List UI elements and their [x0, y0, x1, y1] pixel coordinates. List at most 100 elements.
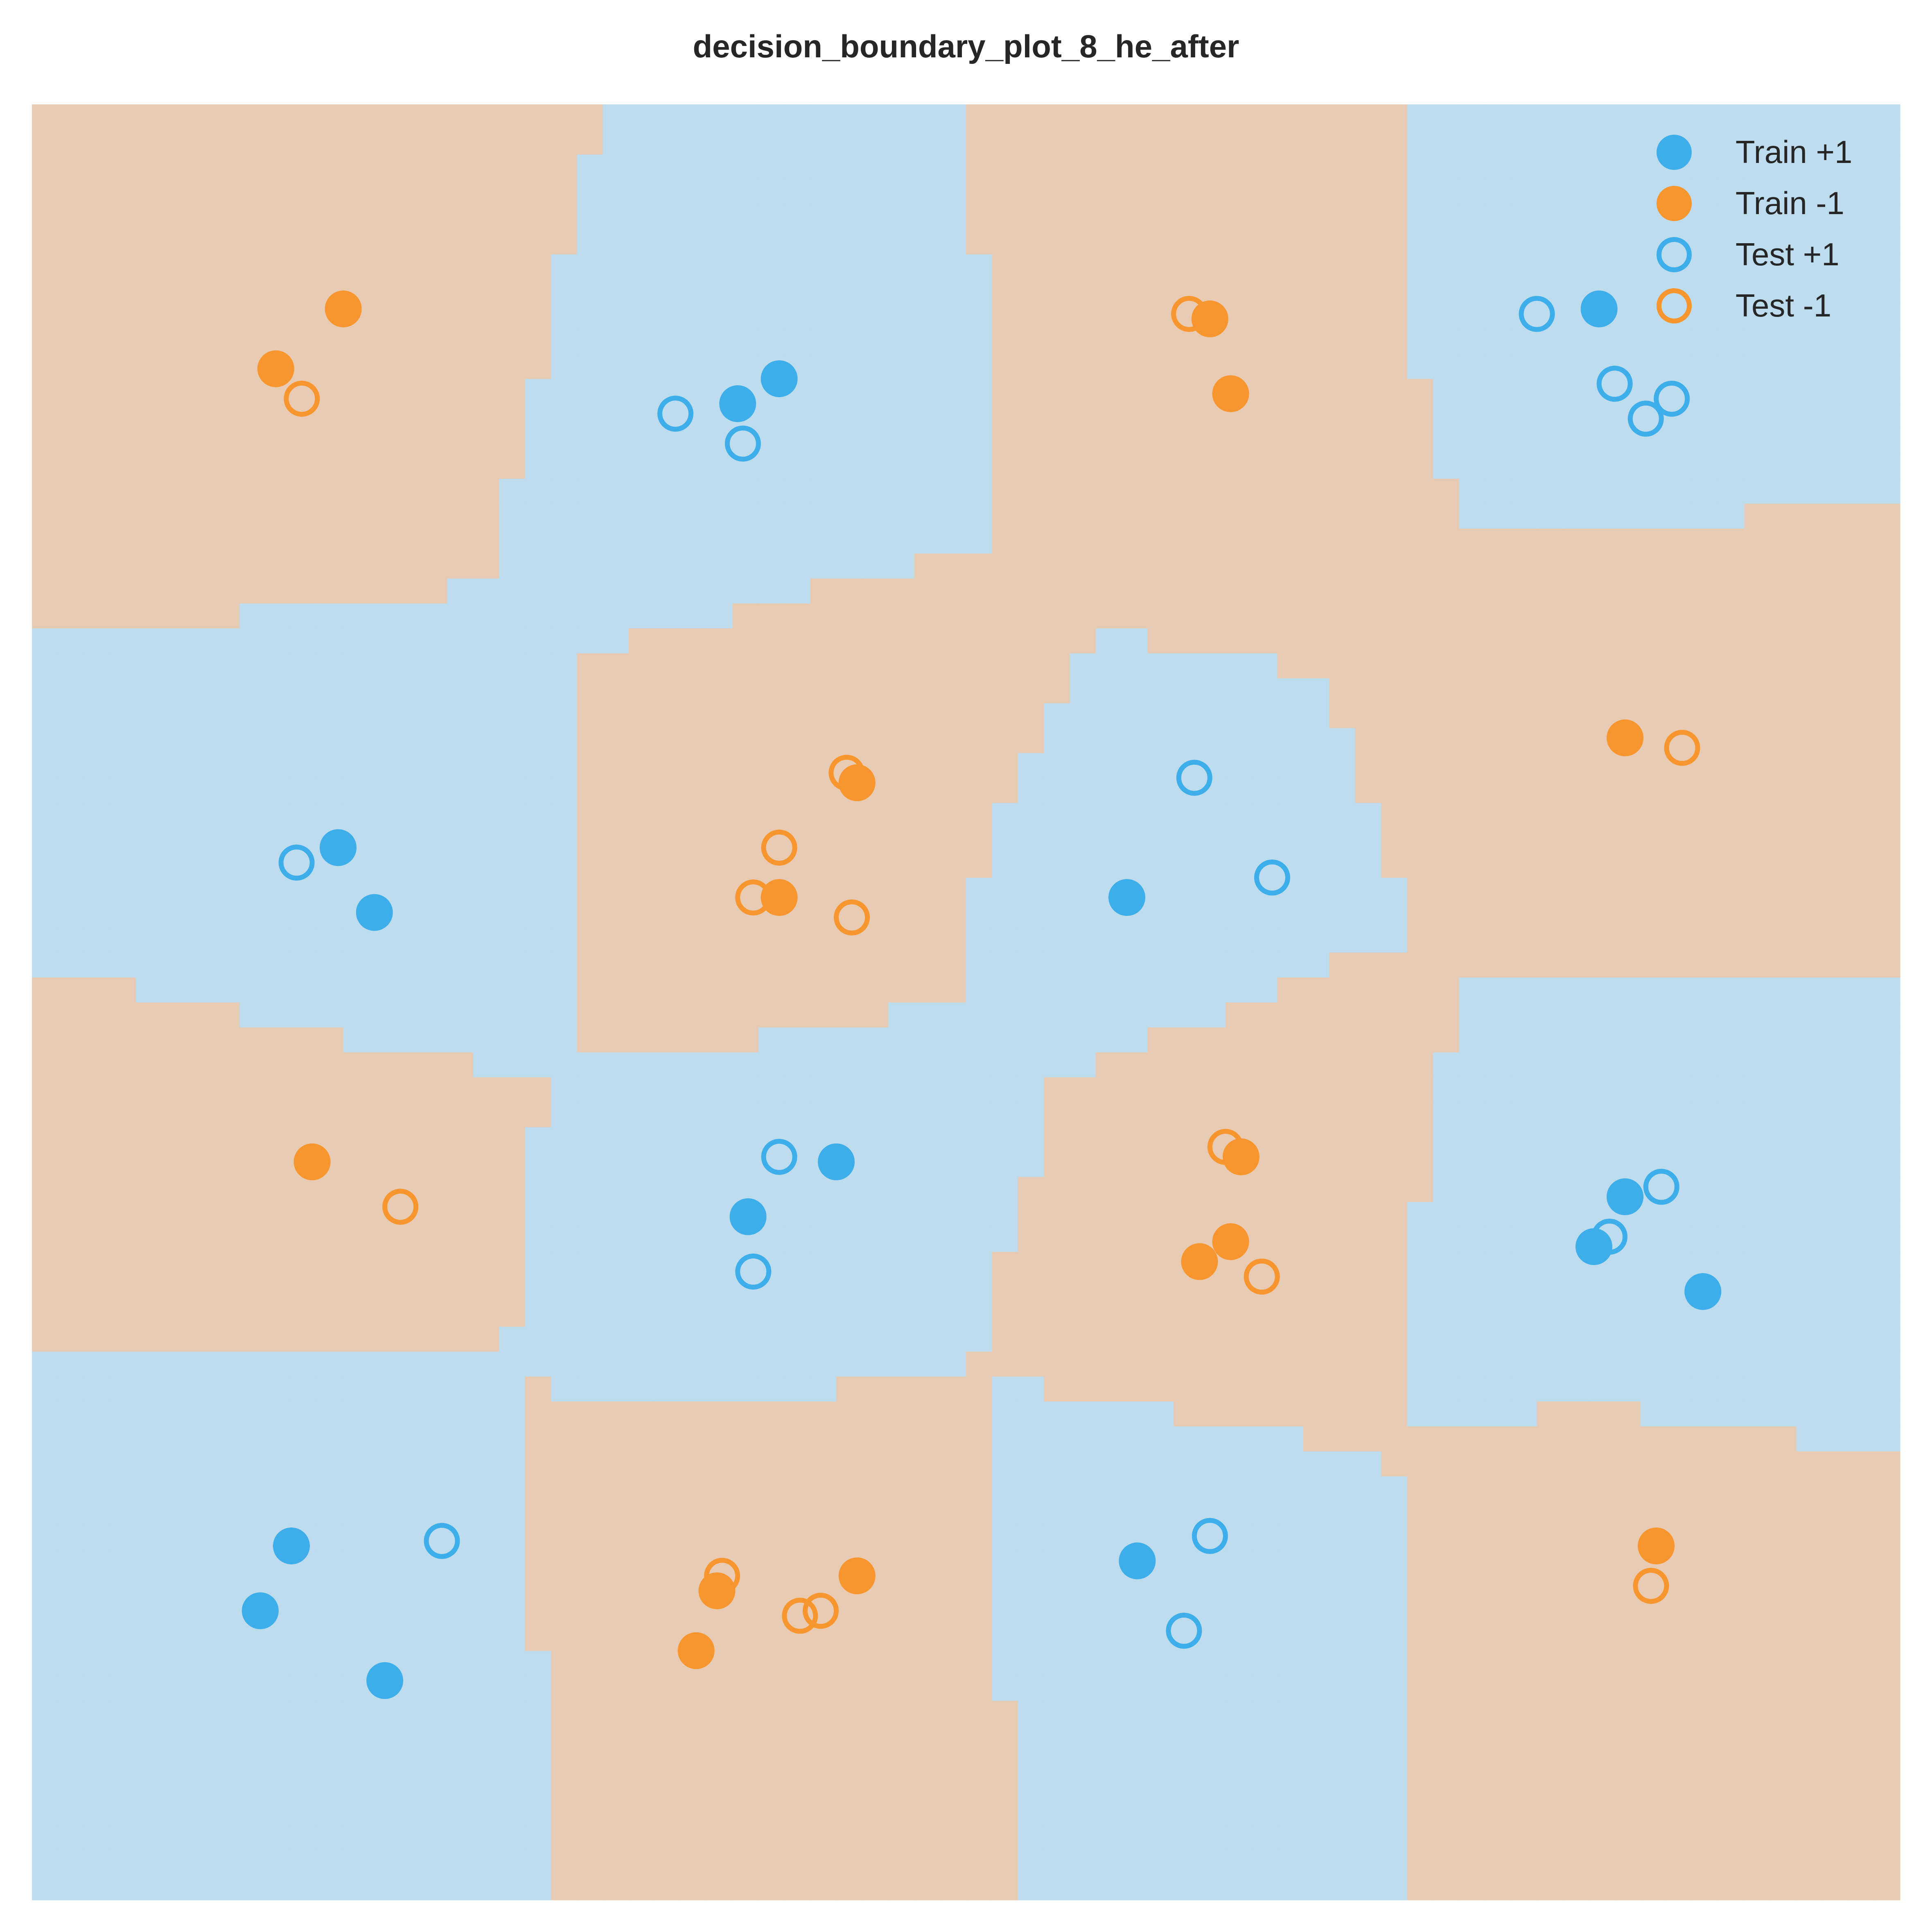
- region-cell: [1641, 329, 1667, 354]
- region-cell: [32, 1127, 58, 1152]
- region-cell: [1744, 603, 1771, 628]
- region-cell: [473, 379, 499, 404]
- region-cell: [1018, 1850, 1044, 1876]
- region-cell: [265, 478, 292, 504]
- region-cell: [810, 1750, 837, 1776]
- region-cell: [992, 1102, 1018, 1128]
- region-cell: [1770, 329, 1797, 354]
- region-cell: [473, 1750, 499, 1776]
- region-cell: [1641, 379, 1667, 404]
- region-cell: [1381, 1027, 1408, 1053]
- region-cell: [1718, 952, 1745, 978]
- region-cell: [1485, 752, 1511, 778]
- region-cell: [992, 1601, 1018, 1626]
- region-cell: [1251, 1875, 1278, 1900]
- region-cell: [84, 1875, 110, 1900]
- region-cell: [1666, 453, 1693, 479]
- region-cell: [1095, 977, 1122, 1003]
- region-cell: [1044, 578, 1070, 603]
- region-cell: [1485, 528, 1511, 554]
- region-cell: [1070, 977, 1096, 1003]
- region-cell: [213, 104, 240, 130]
- region-cell: [135, 354, 162, 379]
- region-cell: [603, 1227, 629, 1252]
- region-cell: [213, 777, 240, 803]
- region-cell: [862, 229, 889, 255]
- region-cell: [758, 528, 785, 554]
- region-cell: [1044, 254, 1070, 280]
- region-cell: [499, 1351, 525, 1377]
- region-cell: [84, 1027, 110, 1053]
- region-cell: [239, 1302, 266, 1327]
- region-cell: [1174, 204, 1200, 230]
- region-cell: [1044, 1326, 1070, 1352]
- region-cell: [317, 728, 344, 753]
- region-cell: [291, 902, 318, 928]
- region-cell: [1381, 1601, 1408, 1626]
- region-cell: [1251, 453, 1278, 479]
- region-cell: [265, 428, 292, 454]
- region-cell: [187, 1700, 214, 1726]
- region-cell: [888, 653, 914, 678]
- region-cell: [1562, 1725, 1589, 1751]
- region-cell: [1095, 1202, 1122, 1227]
- region-cell: [84, 379, 110, 404]
- region-cell: [110, 1825, 136, 1851]
- region-cell: [836, 478, 863, 504]
- region-cell: [473, 1576, 499, 1601]
- region-cell: [473, 1052, 499, 1078]
- region-cell: [836, 1326, 863, 1352]
- region-cell: [1147, 1451, 1174, 1477]
- region-cell: [369, 1825, 396, 1851]
- region-cell: [1122, 653, 1148, 678]
- region-cell: [369, 1551, 396, 1576]
- region-cell: [447, 1875, 474, 1900]
- region-cell: [161, 653, 188, 678]
- region-cell: [1095, 703, 1122, 728]
- region-cell: [1303, 1052, 1330, 1078]
- region-cell: [447, 1177, 474, 1202]
- region-cell: [1018, 877, 1044, 903]
- region-cell: [655, 154, 681, 180]
- region-cell: [1537, 1426, 1563, 1452]
- region-cell: [1122, 1152, 1148, 1177]
- region-cell: [966, 603, 992, 628]
- region-cell: [32, 902, 58, 928]
- region-cell: [239, 1401, 266, 1427]
- region-cell: [680, 1077, 707, 1103]
- region-cell: [1147, 104, 1174, 130]
- region-cell: [836, 129, 863, 155]
- region-cell: [1381, 678, 1408, 703]
- region-cell: [784, 628, 811, 653]
- region-cell: [628, 1875, 655, 1900]
- region-cell: [1641, 528, 1667, 554]
- region-cell: [1329, 927, 1356, 953]
- region-cell: [447, 1277, 474, 1302]
- region-cell: [1433, 1326, 1459, 1352]
- region-cell: [1329, 1750, 1356, 1776]
- region-cell: [758, 1426, 785, 1452]
- region-cell: [1511, 104, 1537, 130]
- region-cell: [343, 927, 370, 953]
- region-cell: [265, 1052, 292, 1078]
- region-cell: [1329, 628, 1356, 653]
- region-cell: [862, 1476, 889, 1501]
- region-cell: [1666, 1326, 1693, 1352]
- region-cell: [1692, 1451, 1719, 1477]
- region-cell: [1796, 1376, 1823, 1402]
- region-cell: [914, 1576, 941, 1601]
- region-cell: [1666, 478, 1693, 504]
- region-cell: [84, 1152, 110, 1177]
- region-cell: [1433, 1526, 1459, 1551]
- region-cell: [1562, 1750, 1589, 1776]
- region-cell: [1718, 1501, 1745, 1526]
- region-cell: [1018, 1002, 1044, 1028]
- region-cell: [940, 1875, 966, 1900]
- region-cell: [1407, 927, 1433, 953]
- region-cell: [655, 877, 681, 903]
- region-cell: [1122, 229, 1148, 255]
- region-cell: [758, 1775, 785, 1801]
- region-cell: [1744, 1351, 1771, 1377]
- region-cell: [1355, 1326, 1381, 1352]
- region-cell: [940, 1277, 966, 1302]
